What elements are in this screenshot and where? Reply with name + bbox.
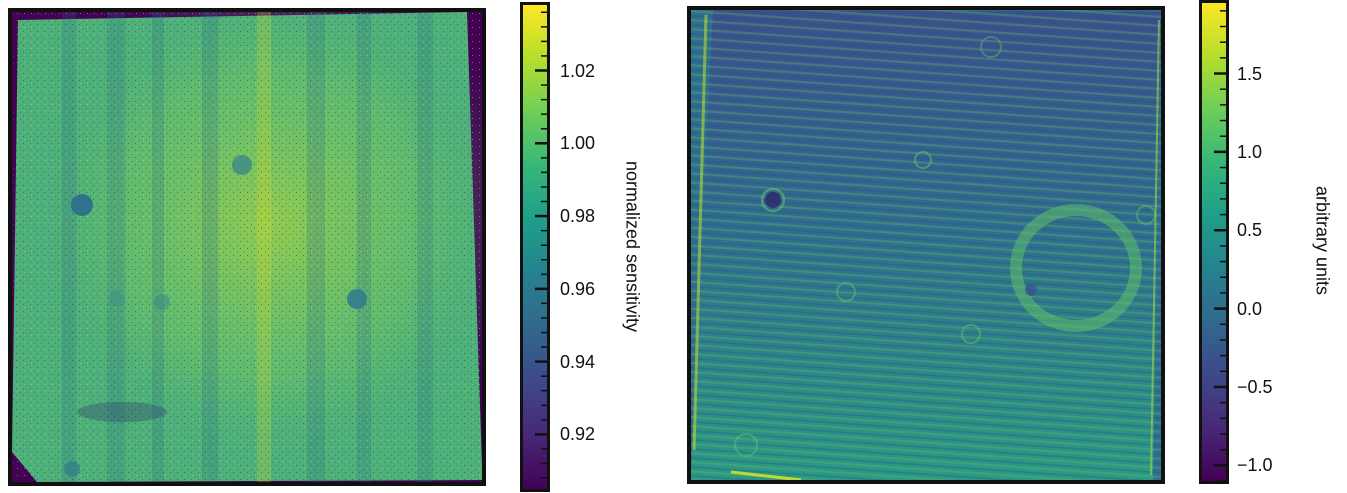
colorbar-tick-label: 1.5 [1237,63,1263,84]
right-colorbar [1199,0,1229,484]
colorbar-tick-label: 1.02 [560,60,596,81]
colorbar-tick-label: 0.98 [560,206,596,227]
right-heatmap-image [691,10,1161,480]
colorbar-tick-label: 0.0 [1237,298,1263,319]
left-colorbar-gradient [523,5,547,489]
right-colorbar-gradient [1202,3,1226,481]
right-colorbar-label: arbitrary units [1312,185,1333,296]
colorbar-tick-label: 0.94 [560,351,596,372]
left-colorbar-label: normalized sensitivity [622,160,643,333]
left-colorbar [520,2,550,492]
colorbar-tick-label: −1.0 [1237,455,1273,476]
dark-spots [64,155,367,477]
colorbar-tick-label: 1.0 [1237,141,1263,162]
colorbar-tick-label: 0.5 [1237,220,1263,241]
colorbar-tick-label: 0.96 [560,278,596,299]
colorbar-tick-label: 0.92 [560,424,596,445]
colorbar-tick-label: 1.00 [560,133,596,154]
colorbar-fill [523,5,547,489]
ring-features [734,36,1156,457]
colorbar-fill [1202,3,1226,481]
left-heatmap-image [12,12,482,482]
right-heatmap [687,6,1165,484]
colorbar-tick-label: −0.5 [1237,376,1273,397]
left-heatmap [8,8,486,486]
